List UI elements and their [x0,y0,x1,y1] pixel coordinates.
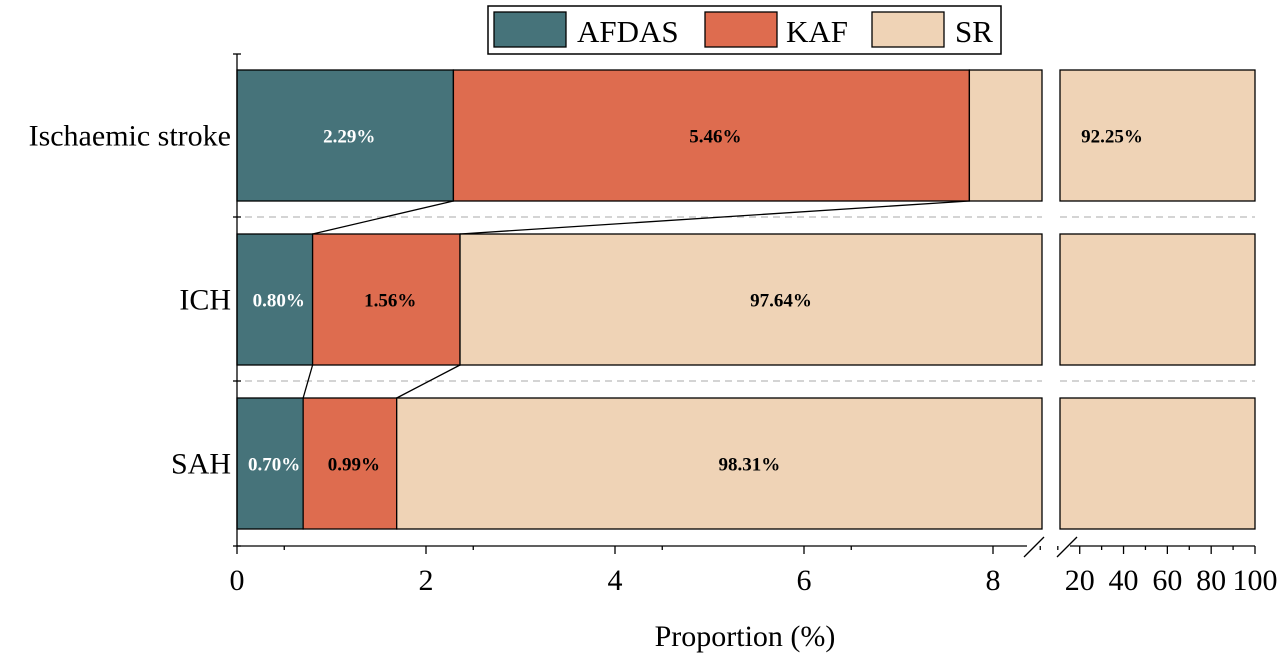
connector-line [459,200,970,235]
bar-sr [396,397,1043,530]
x-tick-label: 4 [608,564,623,597]
x-tick-label: 80 [1196,564,1226,597]
connector-line [302,364,314,399]
x-tick-label: 2 [419,564,434,597]
bar-afdas [236,69,455,202]
data-label: 0.80% [253,291,305,312]
x-tick-label: 60 [1152,564,1182,597]
data-label: 92.25% [1081,127,1143,148]
connector-line [312,200,454,235]
bar-sr [459,233,1043,366]
connector-line [396,364,461,399]
bar-sr-continued [1059,397,1256,530]
bar-kaf [452,69,971,202]
bar-afdas [236,233,314,366]
bar-kaf [311,233,461,366]
data-label: 5.46% [689,127,741,148]
legend-label: AFDAS [577,14,679,49]
legend-label: SR [955,14,993,49]
plot-area: 2.29% 5.46% 92.25% Ischaemic stroke 0.80% 1.5… [29,69,1256,530]
category-label: SAH [171,448,231,481]
legend-label: KAF [786,14,848,49]
data-label: 0.99% [328,455,380,476]
bar-sr-continued [1059,69,1256,202]
x-tick-label: 40 [1109,564,1139,597]
data-label: 97.64% [750,291,812,312]
axis-break-mark [1056,536,1078,558]
bar-sr-continued [1059,233,1256,366]
bar-sr [968,69,1043,202]
data-label: 2.29% [323,127,375,148]
x-tick-label: 20 [1065,564,1095,597]
data-label: 1.56% [364,291,416,312]
data-label: 0.70% [248,455,300,476]
x-axis: 0 2 4 6 8 20 40 60 80 100 [230,53,1278,597]
x-tick-label: 8 [986,564,1001,597]
bar-kaf [302,397,398,530]
x-tick-label: 100 [1233,564,1278,597]
axis-break-mark [1023,536,1045,558]
x-tick-label: 0 [230,564,245,597]
legend-swatch-kaf [704,11,778,48]
data-label: 98.31% [718,455,780,476]
legend-swatch-afdas [493,11,567,48]
category-label: ICH [179,284,231,317]
legend: AFDAS KAF SR [487,5,1002,55]
x-tick-label: 6 [797,564,812,597]
category-label: Ischaemic stroke [29,120,231,153]
x-axis-label: Proportion (%) [655,620,836,653]
legend-swatch-sr [871,11,945,48]
